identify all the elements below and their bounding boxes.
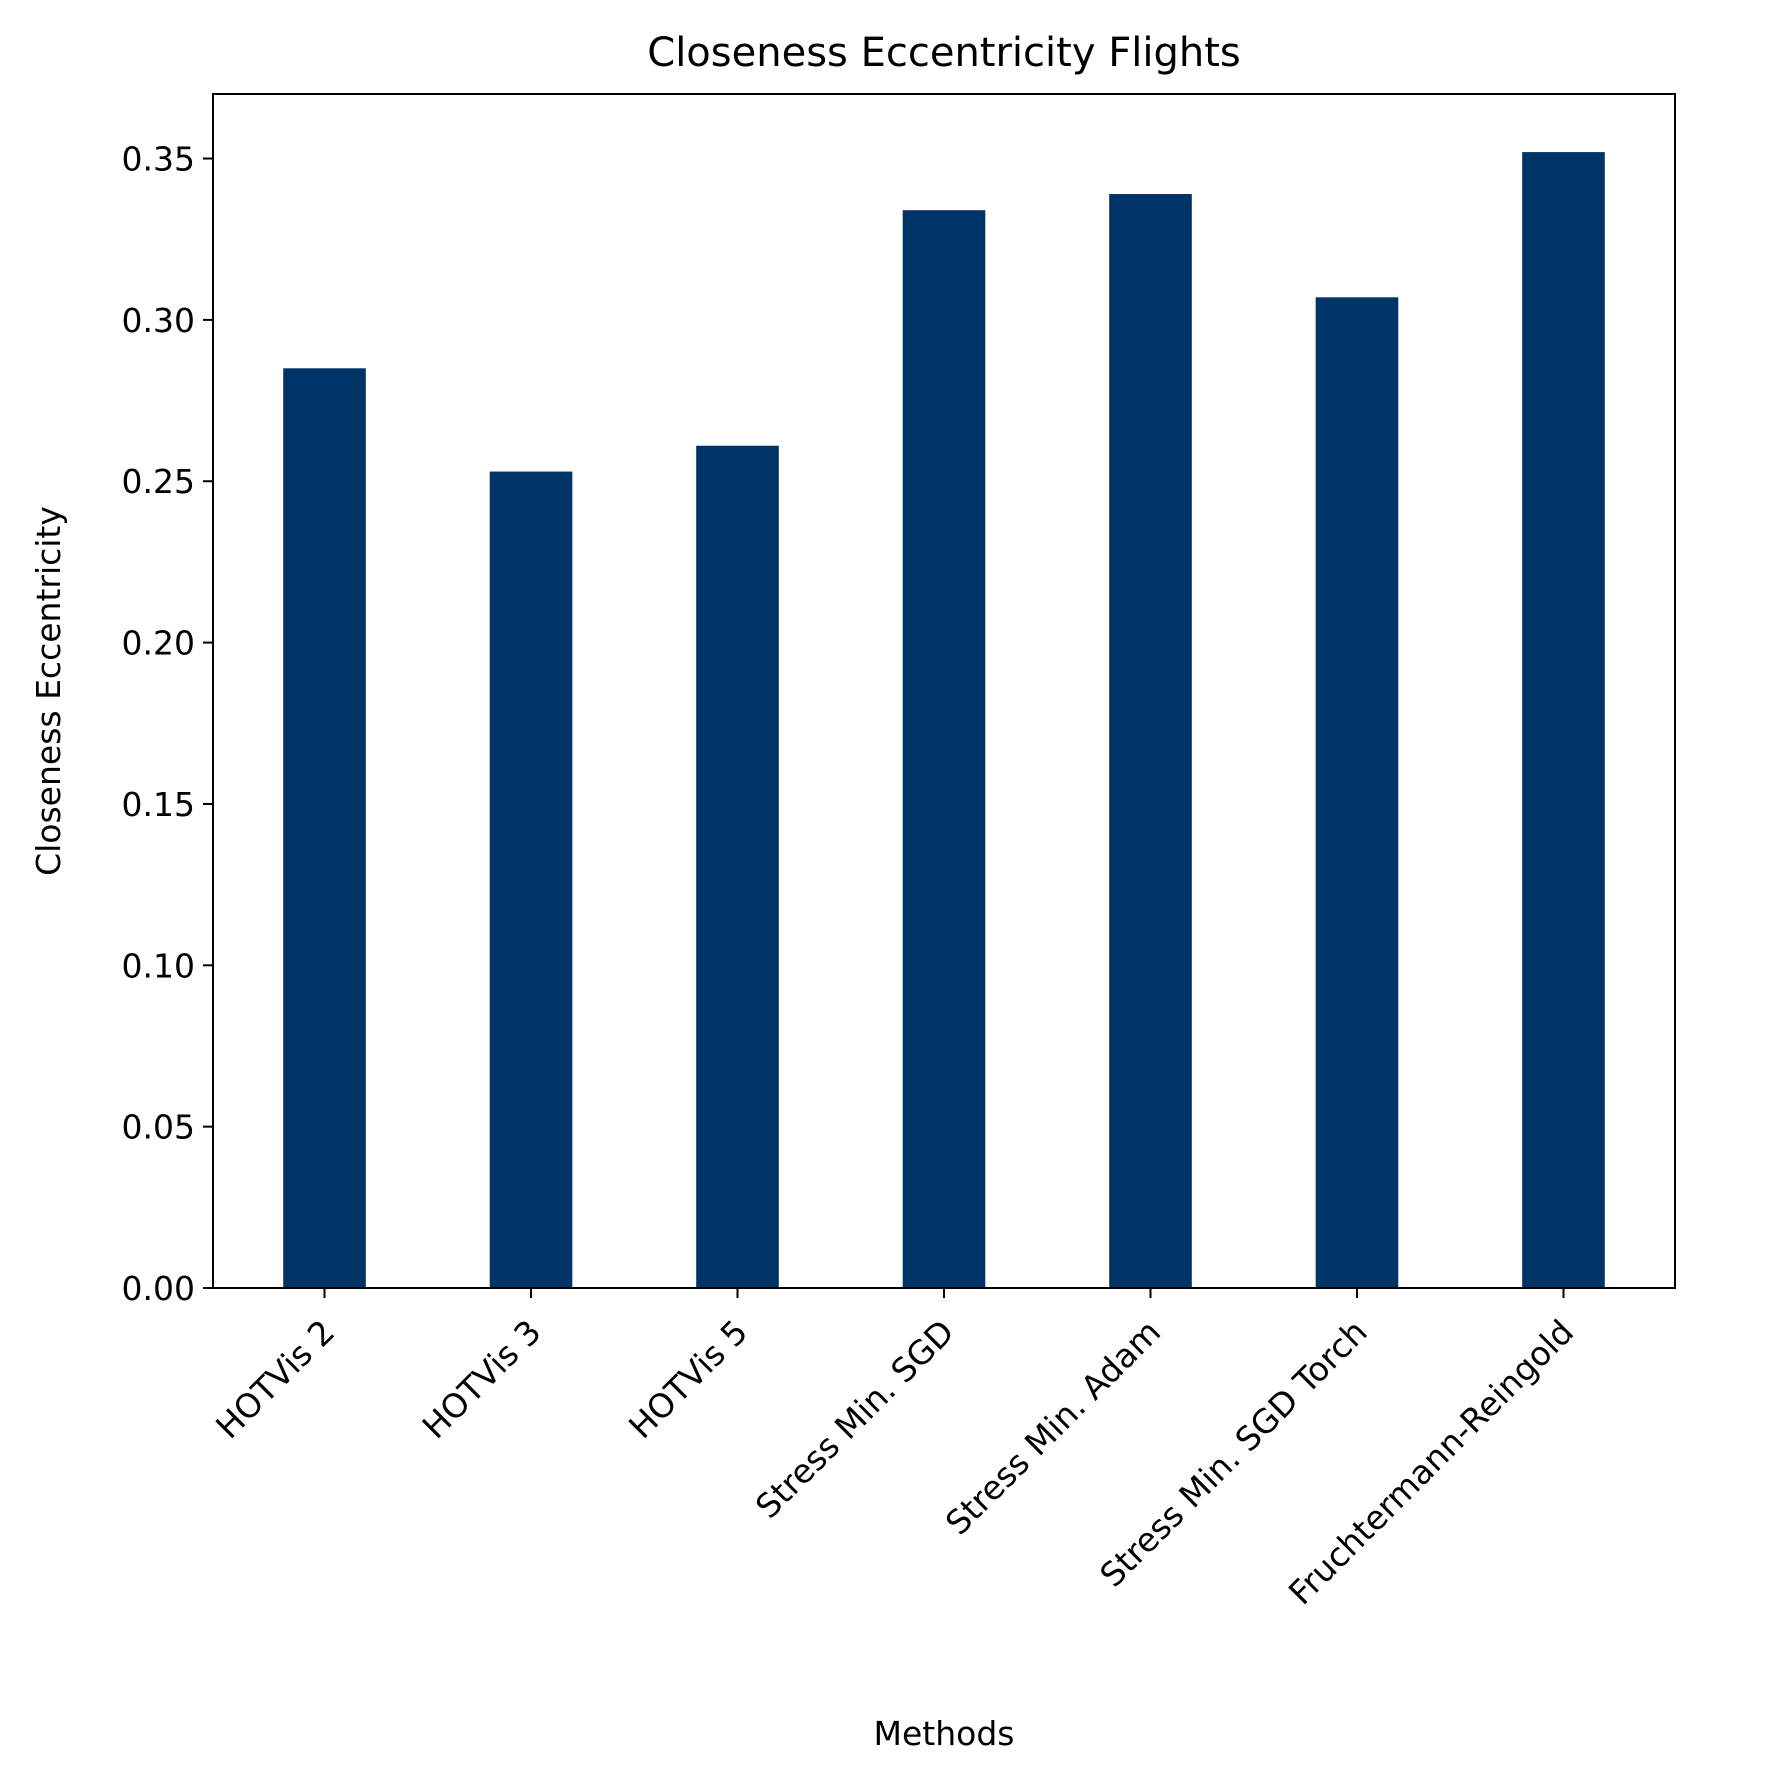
y-tick-label: 0.30 — [122, 301, 195, 340]
y-tick-label: 0.15 — [122, 785, 195, 824]
bars-group — [283, 152, 1605, 1289]
y-axis-ticks: 0.00 0.05 0.10 0.15 0.20 0.25 0.30 0.35 — [122, 140, 213, 1308]
y-tick-label: 0.00 — [122, 1269, 195, 1308]
y-tick-label: 0.10 — [122, 946, 195, 985]
bar-stress-min-sgd — [902, 210, 986, 1288]
bar-stress-min-sgd-torch — [1315, 297, 1399, 1288]
y-tick-label: 0.05 — [122, 1108, 195, 1147]
y-tick-label: 0.25 — [122, 462, 195, 501]
bar-hotvis-2 — [283, 368, 366, 1288]
x-axis-title: Methods — [874, 1714, 1015, 1753]
chart-title: Closeness Eccentricity Flights — [647, 30, 1240, 76]
y-tick-label: 0.20 — [122, 624, 195, 663]
bar-stress-min-adam — [1109, 194, 1192, 1288]
bar-hotvis-3 — [489, 471, 573, 1288]
bar-hotvis-5 — [696, 445, 779, 1288]
y-tick-label: 0.35 — [122, 140, 195, 179]
y-axis-title: Closeness Eccentricity — [29, 506, 68, 876]
plot-frame — [212, 93, 1676, 1289]
bar-fruchtermann-reingold — [1522, 152, 1605, 1289]
